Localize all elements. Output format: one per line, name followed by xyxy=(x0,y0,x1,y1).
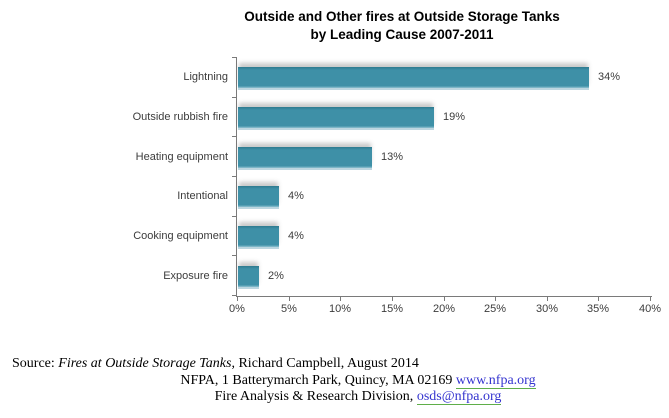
category-label: Heating equipment xyxy=(135,151,228,163)
value-label: 34% xyxy=(598,71,621,83)
x-axis-tick xyxy=(237,296,238,301)
value-label: 13% xyxy=(381,151,404,163)
category-label: Lightning xyxy=(183,71,228,83)
y-axis-tick xyxy=(232,97,237,98)
chart-title-line1: Outside and Other fires at Outside Stora… xyxy=(244,9,560,24)
y-axis-tick xyxy=(232,295,237,296)
source-work-title: Fires at Outside Storage Tanks xyxy=(58,356,232,371)
category-label: Outside rubbish fire xyxy=(132,111,228,123)
value-label: 19% xyxy=(443,111,466,123)
category-label: Exposure fire xyxy=(163,270,228,282)
source-line-1: Source: Fires at Outside Storage Tanks, … xyxy=(12,356,419,372)
category-label: Intentional xyxy=(177,190,228,202)
chart-title: Outside and Other fires at Outside Stora… xyxy=(132,8,669,44)
value-label: 4% xyxy=(288,190,304,202)
x-axis-tick-label: 20% xyxy=(432,303,456,315)
nfpa-website-link[interactable]: www.nfpa.org xyxy=(455,373,536,389)
x-axis-tick xyxy=(289,296,290,301)
x-axis-tick xyxy=(392,296,393,301)
bar xyxy=(238,107,434,130)
y-axis-tick xyxy=(232,176,237,177)
y-axis-tick xyxy=(232,255,237,256)
x-axis-tick-label: 40% xyxy=(638,303,662,315)
bar xyxy=(238,147,372,170)
x-axis-tick-label: 0% xyxy=(229,303,245,315)
x-axis-tick xyxy=(650,296,651,301)
bar xyxy=(238,67,589,90)
chart-title-line2: by Leading Cause 2007-2011 xyxy=(310,27,494,42)
x-axis-tick-label: 25% xyxy=(483,303,507,315)
bar xyxy=(238,226,279,249)
bar xyxy=(238,266,259,289)
x-axis-tick-label: 5% xyxy=(281,303,297,315)
source-line-2: NFPA, 1 Batterymarch Park, Quincy, MA 02… xyxy=(47,373,669,389)
osds-email-link[interactable]: osds@nfpa.org xyxy=(416,389,502,405)
x-axis-tick xyxy=(444,296,445,301)
y-axis-tick xyxy=(232,216,237,217)
value-label: 4% xyxy=(288,230,304,242)
category-label: Cooking equipment xyxy=(133,230,228,242)
y-axis-line xyxy=(236,57,237,297)
bar xyxy=(238,186,279,209)
source-line1-rest: , Richard Campbell, August 2014 xyxy=(231,356,419,371)
y-axis-tick xyxy=(232,136,237,137)
x-axis-tick-label: 35% xyxy=(586,303,610,315)
x-axis-tick-label: 30% xyxy=(535,303,559,315)
source-nfpa-address: NFPA, 1 Batterymarch Park, Quincy, MA 02… xyxy=(180,373,456,388)
x-axis-tick xyxy=(547,296,548,301)
x-axis-tick xyxy=(340,296,341,301)
source-prefix: Source: xyxy=(12,356,59,371)
source-division: Fire Analysis & Research Division, xyxy=(214,389,417,404)
x-axis-tick-label: 10% xyxy=(328,303,352,315)
y-axis-tick xyxy=(232,57,237,58)
source-line-3: Fire Analysis & Research Division, osds@… xyxy=(47,389,669,405)
x-axis-tick xyxy=(598,296,599,301)
x-axis-tick-label: 15% xyxy=(380,303,404,315)
value-label: 2% xyxy=(268,270,284,282)
x-axis-tick xyxy=(495,296,496,301)
